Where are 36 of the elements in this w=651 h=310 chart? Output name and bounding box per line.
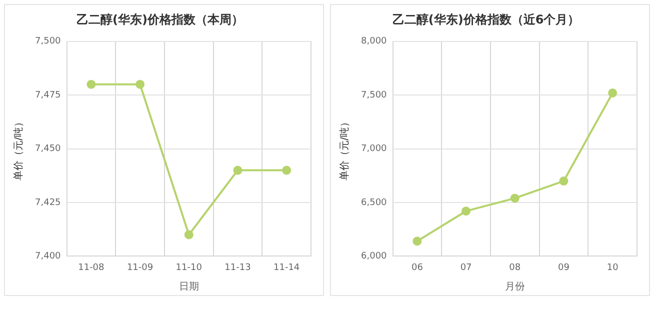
point <box>510 194 520 203</box>
x-tick-label: 08 <box>509 262 521 273</box>
x-tick-label: 09 <box>558 262 570 273</box>
point <box>184 230 194 240</box>
y-tick-label: 6,500 <box>361 198 388 208</box>
point <box>559 176 568 186</box>
y-tick-label: 7,500 <box>35 36 62 47</box>
x-axis-title: 日期 <box>178 280 199 293</box>
y-tick-label: 8,000 <box>361 36 388 47</box>
x-axis-title: 月份 <box>504 282 525 293</box>
y-tick-label: 7,475 <box>35 90 61 100</box>
x-tick-label: 11-10 <box>176 262 202 273</box>
chart-title: 乙二醇(华东)价格指数（近6个月） <box>392 12 580 26</box>
point <box>412 236 422 246</box>
point <box>282 166 292 175</box>
y-tick-label: 7,500 <box>361 90 388 100</box>
point <box>86 80 96 89</box>
y-tick-label: 7,425 <box>35 198 61 208</box>
chart-title: 乙二醇(华东)价格指数（本周） <box>76 12 244 26</box>
x-tick-label: 07 <box>460 262 472 273</box>
y-tick-label: 7,000 <box>361 144 388 154</box>
x-tick-label: 06 <box>411 262 424 273</box>
point <box>608 88 618 98</box>
x-tick-label: 11-14 <box>274 262 300 273</box>
y-tick-label: 6,000 <box>361 252 388 262</box>
point <box>233 166 242 175</box>
x-tick-label: 10 <box>606 262 619 273</box>
x-tick-label: 11-13 <box>224 262 251 273</box>
point <box>136 80 145 89</box>
y-tick-label: 7,400 <box>35 252 62 262</box>
y-axis-title: 单价（元/吨） <box>12 117 25 180</box>
y-tick-label: 7,450 <box>35 144 62 154</box>
x-tick-label: 11-09 <box>126 262 154 273</box>
y-axis-title: 单价（元/吨） <box>338 117 351 180</box>
point <box>462 206 471 216</box>
x-tick-label: 11-08 <box>78 262 105 273</box>
